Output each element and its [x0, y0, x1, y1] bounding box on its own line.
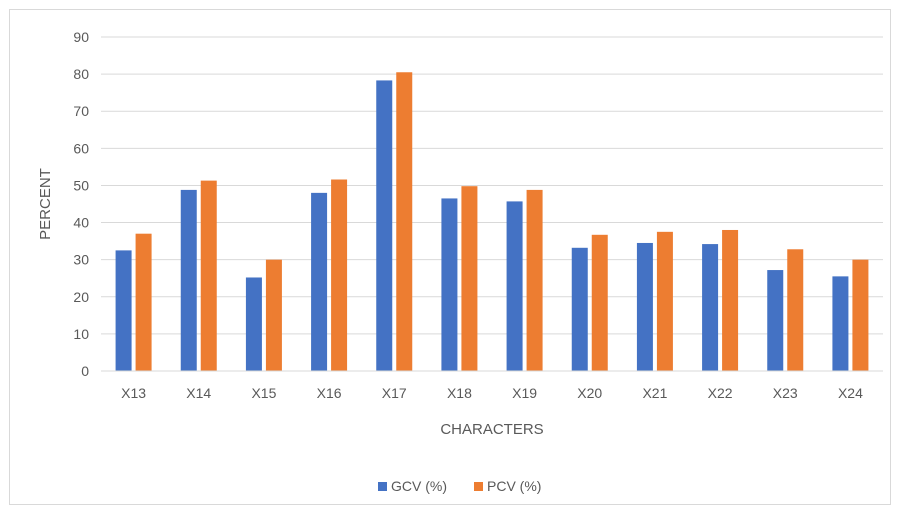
legend: GCV (%) PCV (%): [378, 478, 541, 494]
bar-pcv-x21: [656, 231, 673, 371]
x-axis-ticks: X13 X14 X15 X16 X17 X18 X19 X20 X21 X22 X23 X24: [121, 385, 863, 401]
y-tick-label: 50: [73, 177, 89, 193]
x-axis-title: CHARACTERS: [440, 421, 543, 438]
bar-gcv-x22: [702, 244, 719, 371]
bar-gcv-x19: [506, 201, 523, 371]
gridlines: [101, 36, 883, 335]
y-tick-label: 70: [73, 103, 89, 119]
bars: [115, 72, 869, 372]
bar-pcv-x16: [331, 179, 348, 371]
bar-gcv-x15: [245, 277, 262, 371]
bar-pcv-x14: [200, 180, 217, 371]
y-tick-label: 90: [73, 29, 89, 45]
x-tick-label: X14: [186, 385, 211, 401]
chart-frame: 0 10 20 30 40 50 60 70 80 90 X13 X14 X15 X16 X17 X18 X1…: [9, 9, 891, 505]
x-tick-label: X22: [708, 385, 733, 401]
bar-pcv-x13: [135, 233, 152, 371]
x-tick-label: X19: [512, 385, 537, 401]
y-tick-label: 20: [73, 289, 89, 305]
y-tick-label: 30: [73, 252, 89, 268]
bar-pcv-x24: [852, 259, 869, 371]
bar-pcv-x19: [526, 189, 543, 371]
bar-gcv-x17: [376, 80, 393, 372]
y-tick-label: 60: [73, 140, 89, 156]
x-tick-label: X23: [773, 385, 798, 401]
bar-gcv-x14: [180, 189, 197, 371]
x-tick-label: X20: [577, 385, 602, 401]
y-tick-label: 0: [81, 363, 89, 379]
legend-label-gcv: GCV (%): [391, 478, 447, 494]
bar-gcv-x16: [311, 192, 328, 371]
x-tick-label: X18: [447, 385, 472, 401]
y-axis-ticks: 0 10 20 30 40 50 60 70 80 90: [73, 29, 89, 379]
bar-pcv-x17: [396, 72, 413, 371]
x-tick-label: X21: [642, 385, 667, 401]
bar-gcv-x21: [636, 242, 653, 371]
bar-gcv-x20: [571, 247, 588, 371]
bar-gcv-x23: [767, 270, 784, 371]
x-tick-label: X17: [382, 385, 407, 401]
y-axis-title: PERCENT: [37, 168, 54, 240]
y-tick-label: 40: [73, 215, 89, 231]
x-tick-label: X13: [121, 385, 146, 401]
bar-gcv-x13: [115, 250, 132, 371]
bar-pcv-x22: [722, 229, 739, 371]
bar-gcv-x24: [832, 276, 849, 371]
x-tick-label: X16: [317, 385, 342, 401]
y-tick-label: 80: [73, 66, 89, 82]
bar-pcv-x15: [265, 259, 282, 371]
x-tick-label: X15: [251, 385, 276, 401]
bar-pcv-x23: [787, 249, 804, 371]
legend-swatch-gcv: [378, 482, 387, 491]
x-tick-label: X24: [838, 385, 863, 401]
bar-pcv-x18: [461, 186, 478, 371]
y-tick-label: 10: [73, 326, 89, 342]
bar-pcv-x20: [591, 234, 608, 371]
legend-label-pcv: PCV (%): [487, 478, 541, 494]
bar-gcv-x18: [441, 198, 458, 371]
legend-swatch-pcv: [474, 482, 483, 491]
